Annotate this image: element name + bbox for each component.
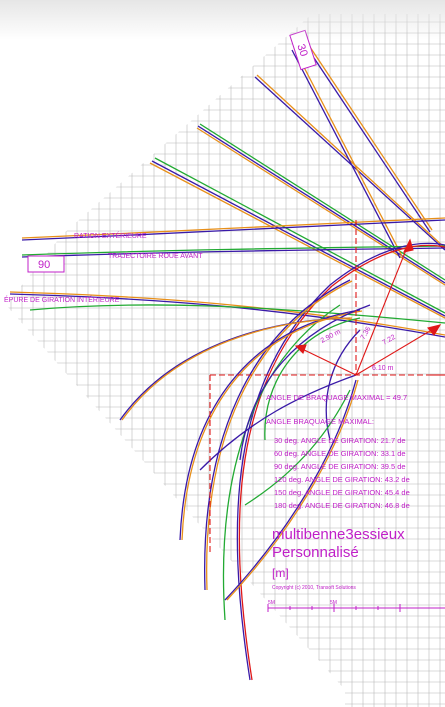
rotation-30-text: 30 — [294, 43, 309, 58]
annotations: RATION EXTÉRIEURE TRAJECTOIRE ROUE AVANT… — [4, 231, 397, 372]
angle-de-giration-row: 120 deg. ANGLE DE GIRATION: 43.2 de — [274, 475, 410, 484]
angle-de-giration-row: 30 deg. ANGLE DE GIRATION: 21.7 de — [274, 436, 406, 445]
label-giration-exterieure: RATION EXTÉRIEURE — [74, 231, 147, 240]
dimension-7-22: 7.22 — [382, 334, 397, 347]
info-block: ANGLE DE BRAQUAGE MAXIMAL = 49.7 ANGLE B… — [266, 393, 445, 612]
rotation-90-text: 90 — [38, 259, 50, 271]
angle-de-giration-row: 60 deg. ANGLE DE GIRATION: 33.1 de — [274, 449, 406, 458]
rotation-label-30: 30 — [289, 29, 317, 71]
unit-label: [m] — [272, 566, 289, 580]
copyright: Copyright (c) 2010, Transoft Solutions — [272, 585, 356, 591]
vehicle-name: multibenne3essieux — [272, 526, 405, 543]
angle-de-giration-row: 150 deg. ANGLE DE GIRATION: 45.4 de — [274, 488, 410, 497]
vehicle-type: Personnalisé — [272, 544, 359, 561]
scale-left-label: 5M — [268, 600, 275, 606]
angle-braquage-maximal-value: ANGLE DE BRAQUAGE MAXIMAL = 49.7 — [266, 393, 407, 402]
dimension-6-10: 6.10 m — [372, 365, 394, 372]
construction-lines — [209, 220, 445, 555]
rotation-label-90: 90 — [27, 255, 65, 273]
angle-de-giration-row: 90 deg. ANGLE DE GIRATION: 39.5 de — [274, 462, 406, 471]
scale-bar — [267, 604, 445, 612]
turning-curves — [9, 37, 445, 681]
label-trajectoire-roue-avant: TRAJECTOIRE ROUE AVANT — [108, 253, 203, 260]
tangent-lines — [149, 37, 445, 319]
label-epure-giration-interieure: ÉPURE DE GIRATION INTÉRIEURE — [4, 295, 120, 304]
scale-right-label: 5M — [330, 600, 337, 606]
angle-de-giration-row: 180 deg. ANGLE DE GIRATION: 46.8 de — [274, 501, 410, 510]
horizontal-curves — [9, 217, 445, 338]
angle-braquage-maximal-heading: ANGLE BRAQUAGE MAXIMAL: — [266, 417, 374, 426]
